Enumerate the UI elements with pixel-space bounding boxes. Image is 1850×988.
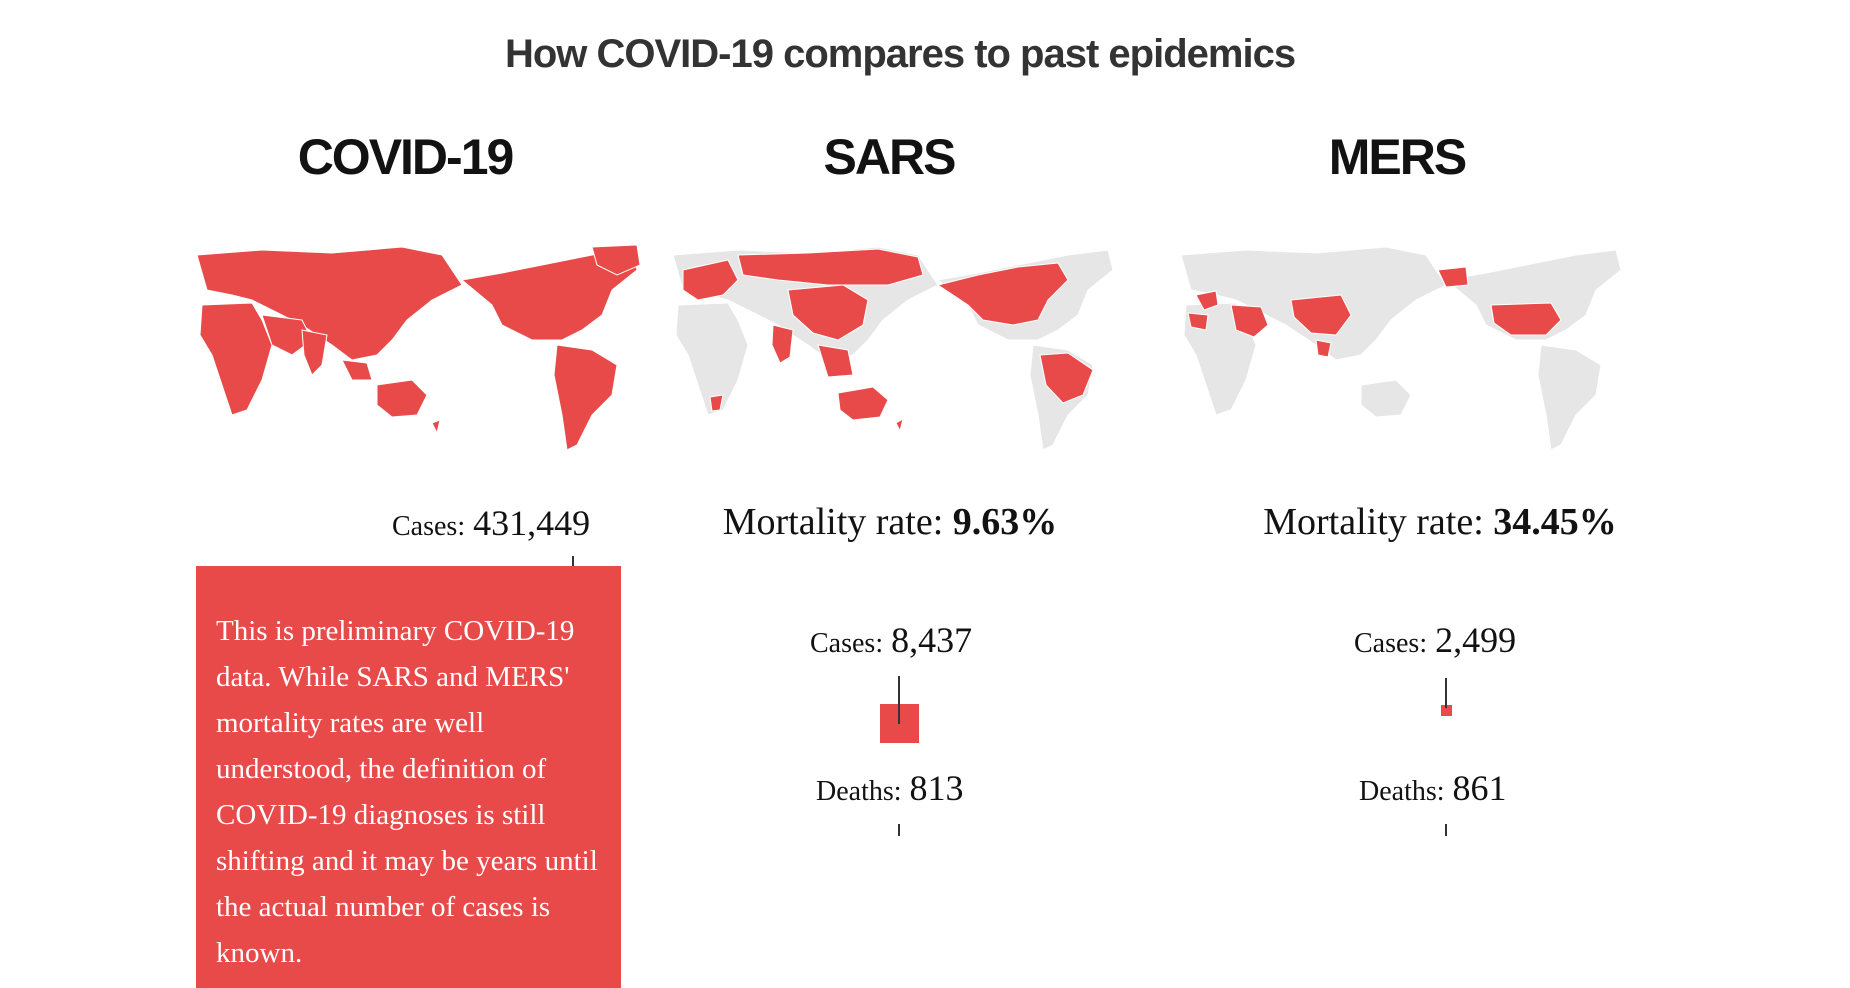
covid-cases-label: Cases: 431,449 <box>392 502 590 544</box>
covid-cases-caption: Cases: <box>392 511 466 542</box>
mers-mortality-label: Mortality rate: <box>1263 501 1484 543</box>
mers-title: MERS <box>1328 129 1467 185</box>
australia-region <box>837 386 889 421</box>
africa-region <box>199 302 273 416</box>
north-africa-region <box>1187 312 1209 331</box>
australia-region <box>376 379 428 418</box>
sars-cases-tick <box>898 676 900 724</box>
southeast-asia-region <box>817 344 854 378</box>
southeast-asia-region <box>341 359 373 381</box>
covid-world-map <box>196 245 641 451</box>
sars-cases-label: Cases: 8,437 <box>810 619 972 661</box>
sars-deaths-tick <box>898 824 900 836</box>
india-region <box>771 324 794 364</box>
greenland-region <box>591 245 641 276</box>
sars-deaths-value: 813 <box>909 768 964 808</box>
covid-cases-value: 431,449 <box>473 503 591 543</box>
new-zealand-region <box>431 419 441 435</box>
mers-cases-label: Cases: 2,499 <box>1354 619 1516 661</box>
mers-cases-tick <box>1445 678 1447 708</box>
china-region <box>787 284 869 341</box>
north-america-region <box>460 249 638 341</box>
sars-mortality-value: 9.63% <box>952 501 1058 543</box>
sars-mortality: Mortality rate: 9.63% <box>680 500 1100 544</box>
covid-title: COVID-19 <box>297 129 515 185</box>
india-region <box>301 329 328 376</box>
sars-cases-caption: Cases: <box>810 628 884 659</box>
china-region <box>1290 294 1352 336</box>
north-america-region <box>936 262 1069 326</box>
middle-east-region <box>261 314 313 356</box>
sars-deaths-label: Deaths: 813 <box>816 767 964 809</box>
mers-deaths-tick <box>1445 824 1447 836</box>
sars-mortality-label: Mortality rate: <box>722 501 944 543</box>
mers-mortality-value: 34.45% <box>1493 501 1617 543</box>
mers-cases-square <box>1441 705 1452 716</box>
sars-deaths-caption: Deaths: <box>816 776 902 807</box>
mers-deaths-value: 861 <box>1452 768 1507 808</box>
alaska-region <box>1437 266 1469 288</box>
south-africa-region <box>709 394 724 412</box>
mers-world-map <box>1180 246 1622 451</box>
europe-region <box>682 259 739 301</box>
mers-cases-value: 2,499 <box>1435 620 1517 660</box>
middle-east-region <box>1230 304 1269 338</box>
mers-mortality: Mortality rate: 34.45% <box>1215 500 1665 544</box>
chart-title: How COVID-19 compares to past epidemics <box>504 32 1296 76</box>
south-america-region <box>1039 352 1094 404</box>
new-zealand-region <box>895 417 904 433</box>
sars-world-map <box>672 246 1114 451</box>
western-europe-region <box>1195 290 1219 311</box>
mers-cases-caption: Cases: <box>1354 628 1428 659</box>
south-america-region <box>553 344 618 451</box>
sars-title: SARS <box>823 129 957 185</box>
mers-deaths-label: Deaths: 861 <box>1359 767 1507 809</box>
covid-note-box: This is preliminary COVID-19 data. While… <box>196 566 621 988</box>
southeast-asia-region <box>1315 339 1332 358</box>
usa-region <box>1490 302 1562 336</box>
covid-note-text: This is preliminary COVID-19 data. While… <box>216 615 598 969</box>
sars-cases-value: 8,437 <box>891 620 973 660</box>
russia-region <box>737 248 924 286</box>
mers-deaths-caption: Deaths: <box>1359 776 1445 807</box>
europe-asia-region <box>196 246 463 361</box>
